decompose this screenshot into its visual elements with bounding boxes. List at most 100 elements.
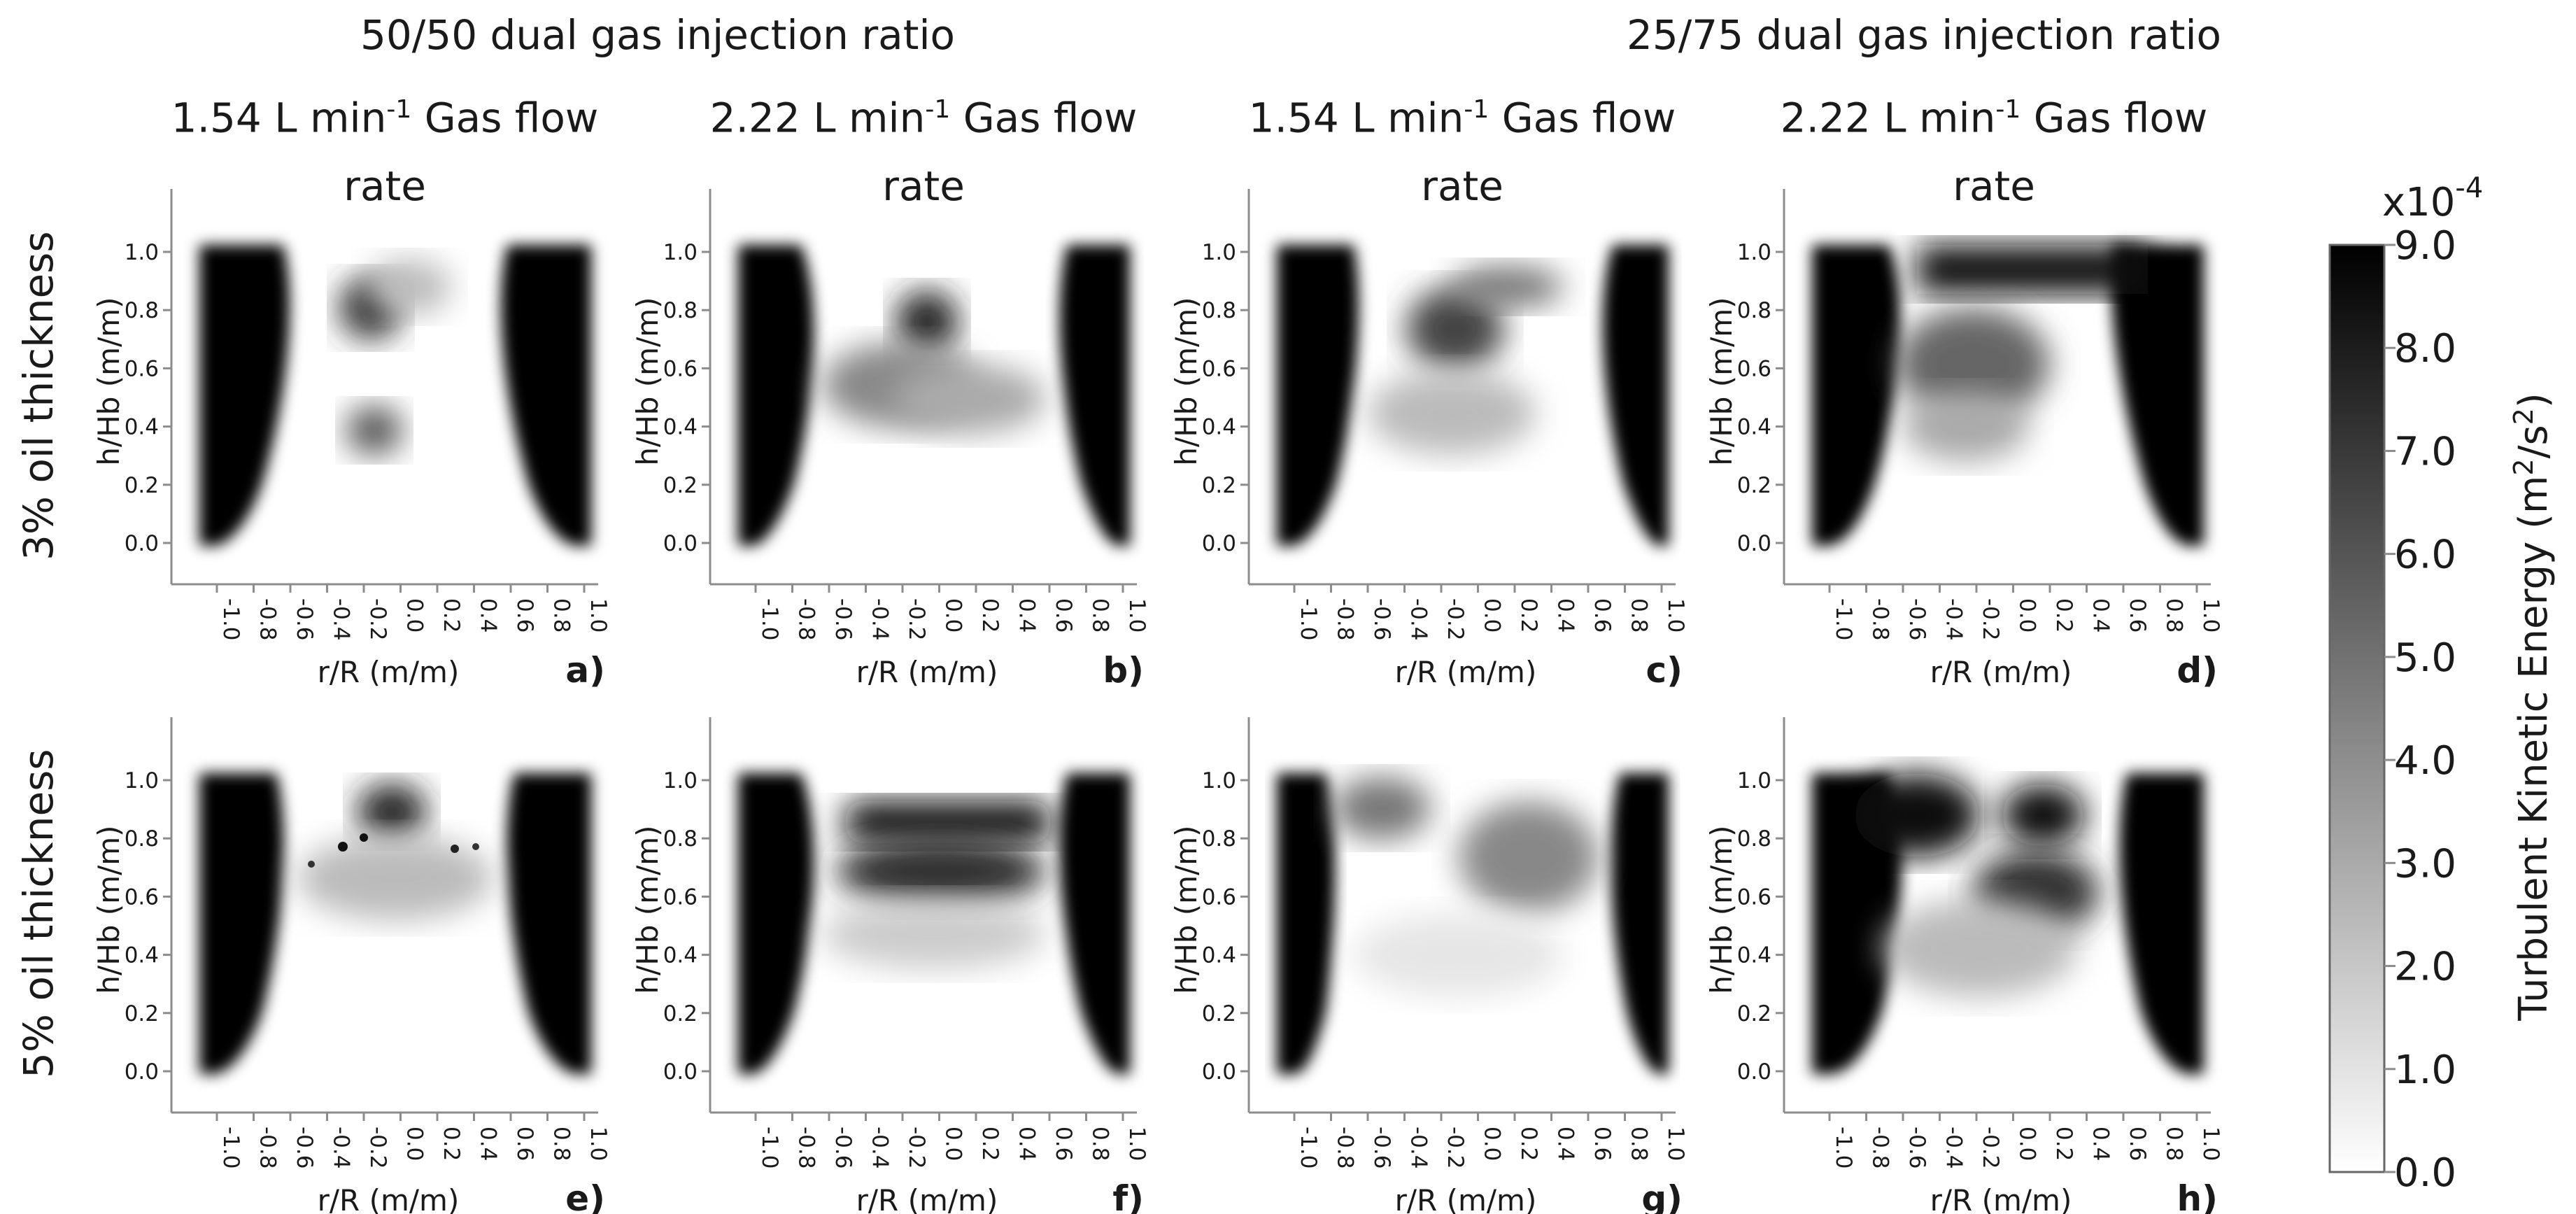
x-tick-label: 0.8: [1627, 1127, 1652, 1161]
axes-7: 0.0 0.2 0.4 0.6 0.8 1.0 -1.0 -0.8 -0.6 -0.4 -0.2 0.…: [1704, 717, 2223, 1214]
y-tick-label: 0.2: [663, 473, 698, 498]
axes-5: 0.0 0.2 0.4 0.6 0.8 1.0 -1.0 -0.8 -0.6 -0.4 -0.2 0.…: [630, 717, 1149, 1214]
heatmap-panel-b: [738, 245, 1130, 546]
colorbar-tick-label: 0.0: [2394, 1150, 2456, 1196]
colorbar-tick-label: 6.0: [2394, 532, 2456, 578]
y-axis-label: h/Hb (m/m): [630, 825, 665, 994]
y-tick-label: 1.0: [663, 240, 698, 265]
y-tick-label: 0.2: [663, 1001, 698, 1026]
y-axis-label: h/Hb (m/m): [1169, 825, 1203, 994]
y-tick-label: 0.2: [1737, 1001, 1771, 1026]
x-tick-label: 0.0: [2015, 598, 2040, 633]
x-tick-label: 0.8: [1088, 1127, 1113, 1161]
axes-2: 0.0 0.2 0.4 0.6 0.8 1.0 -1.0 -0.8 -0.6 -0.4 -0.2 0.…: [1169, 189, 1688, 691]
y-tick-label: 0.2: [1737, 473, 1771, 498]
axes-4: 0.0 0.2 0.4 0.6 0.8 1.0 -1.0 -0.8 -0.6 -0.4 -0.2 0.…: [92, 717, 611, 1214]
y-tick-label: 0.2: [1202, 1001, 1236, 1026]
x-tick-label: -0.2: [904, 598, 929, 641]
heatmap-panel-h: [1812, 773, 2204, 1074]
heatmap-panel-a: [199, 245, 591, 546]
y-axis-label: h/Hb (m/m): [92, 297, 126, 465]
y-tick-label: 0.6: [1737, 356, 1771, 381]
y-tick-label: 0.6: [125, 356, 159, 381]
y-tick-label: 0.2: [125, 473, 159, 498]
x-tick-label: 1.0: [1124, 1127, 1149, 1161]
x-tick-label: -0.4: [1406, 598, 1431, 641]
y-tick-label: 0.6: [1737, 884, 1771, 910]
x-tick-label: 0.6: [512, 1127, 537, 1161]
x-tick-label: -0.4: [1941, 1127, 1967, 1169]
x-tick-label: 1.0: [1124, 598, 1149, 633]
x-tick-label: -0.8: [255, 598, 281, 641]
y-tick-label: 0.8: [1737, 826, 1771, 852]
x-tick-label: -0.6: [1369, 1127, 1394, 1169]
y-axis-label: h/Hb (m/m): [92, 825, 126, 994]
x-tick-label: -0.6: [1904, 1127, 1930, 1169]
y-tick-label: 1.0: [663, 768, 698, 793]
panel-label: f): [1112, 1178, 1144, 1214]
y-tick-label: 1.0: [1202, 768, 1236, 793]
x-tick-label: 0.2: [439, 598, 464, 633]
x-tick-label: -0.6: [830, 1127, 856, 1169]
axes-6: 0.0 0.2 0.4 0.6 0.8 1.0 -1.0 -0.8 -0.6 -0.4 -0.2 0.…: [1169, 717, 1688, 1214]
axes-layer: 0.0 0.2 0.4 0.6 0.8 1.0 -1.0 -0.8 -0.6 -0.4 -0.2 0.…: [92, 189, 2223, 1214]
panel-label: b): [1103, 650, 1144, 691]
panel-label: c): [1646, 650, 1683, 691]
y-tick-label: 0.0: [1737, 531, 1771, 556]
y-tick-label: 1.0: [125, 768, 159, 793]
x-tick-label: 0.4: [2088, 1127, 2114, 1161]
x-tick-label: 0.2: [1516, 1127, 1541, 1161]
heatmap-panel-d: [1812, 245, 2204, 546]
colorbar-tick-label: 3.0: [2394, 841, 2456, 887]
y-tick-label: 0.6: [663, 356, 698, 381]
x-tick-label: -0.2: [1978, 1127, 2003, 1169]
y-tick-label: 0.6: [663, 884, 698, 910]
x-tick-label: 0.6: [1590, 598, 1615, 633]
x-tick-label: 0.8: [1627, 598, 1652, 633]
x-axis-label: r/R (m/m): [318, 655, 460, 689]
y-tick-label: 0.2: [125, 1001, 159, 1026]
x-tick-label: -0.6: [1369, 598, 1394, 641]
x-tick-label: 0.0: [2015, 1127, 2040, 1161]
x-tick-label: 1.0: [1663, 1127, 1688, 1161]
column-title-3: 1.54 L min-1 Gas flow rate: [1248, 94, 1676, 211]
x-tick-label: 0.6: [2125, 598, 2150, 633]
y-tick-label: 0.0: [1202, 531, 1236, 556]
x-tick-label: 0.0: [1480, 598, 1505, 633]
y-tick-label: 0.4: [1737, 415, 1771, 440]
panel-label: a): [565, 650, 605, 691]
x-tick-label: 0.8: [549, 598, 574, 633]
colorbar-multiplier: x10-4: [2382, 172, 2483, 225]
y-tick-label: 0.2: [1202, 473, 1236, 498]
heatmap-panel-c: [1277, 245, 1669, 546]
y-tick-label: 0.4: [663, 943, 698, 968]
x-tick-label: 0.2: [1516, 598, 1541, 633]
x-tick-label: 0.4: [2088, 598, 2114, 633]
y-tick-label: 0.6: [1202, 884, 1236, 910]
y-tick-label: 0.8: [125, 298, 159, 323]
y-tick-label: 0.0: [1737, 1059, 1771, 1085]
x-tick-label: 0.6: [1051, 1127, 1076, 1161]
y-tick-label: 0.8: [1737, 298, 1771, 323]
y-tick-label: 0.4: [1737, 943, 1771, 968]
x-tick-label: -0.2: [904, 1127, 929, 1169]
x-tick-label: -0.2: [1978, 598, 2003, 641]
y-tick-label: 1.0: [1202, 240, 1236, 265]
x-tick-label: 0.2: [2051, 598, 2076, 633]
x-tick-label: -0.6: [292, 598, 317, 641]
x-tick-label: 0.4: [1014, 1127, 1040, 1161]
y-tick-label: 1.0: [1737, 240, 1771, 265]
y-axis-label: h/Hb (m/m): [1704, 825, 1739, 994]
y-tick-label: 0.6: [125, 884, 159, 910]
y-axis-label: h/Hb (m/m): [630, 297, 665, 465]
x-tick-label: 0.0: [1480, 1127, 1505, 1161]
x-tick-label: -0.4: [1941, 598, 1967, 641]
colorbar-tick-label: 5.0: [2394, 635, 2456, 681]
x-tick-label: 0.8: [2162, 598, 2187, 633]
heatmap-panel-g: [1277, 773, 1669, 1074]
y-tick-label: 0.0: [663, 531, 698, 556]
y-tick-label: 0.4: [125, 943, 159, 968]
x-tick-label: -0.8: [1868, 1127, 1893, 1169]
x-tick-label: -0.4: [1406, 1127, 1431, 1169]
